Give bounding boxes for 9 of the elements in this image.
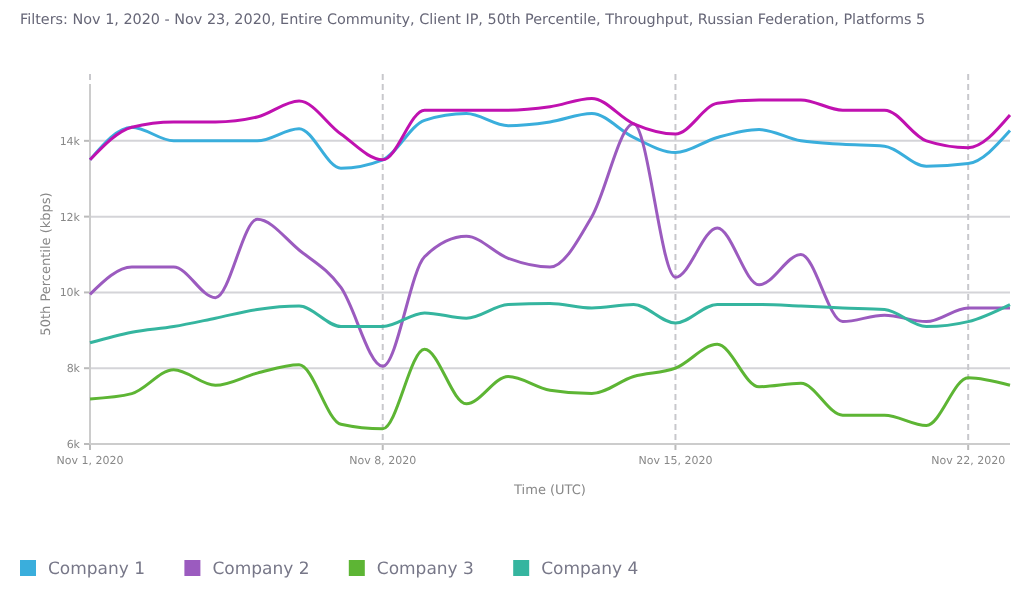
line-series — [88, 96, 1012, 162]
legend-label: Company 2 — [212, 560, 310, 580]
legend-label: Company 3 — [376, 560, 474, 580]
line-series — [88, 112, 1012, 170]
line-series — [88, 301, 1012, 345]
line-series — [88, 342, 1012, 431]
legend-label: Company 4 — [541, 560, 639, 580]
legend-label: Company 1 — [48, 560, 146, 580]
line-series — [88, 122, 1012, 368]
